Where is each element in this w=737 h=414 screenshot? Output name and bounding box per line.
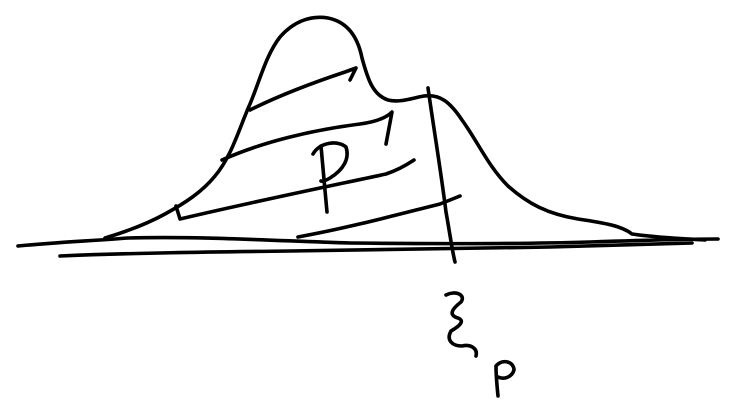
label-subscript-p [494, 359, 516, 398]
density-curve [103, 15, 707, 242]
baseline-upper-stroke [16, 235, 720, 248]
hatch-stroke-3 [174, 158, 416, 221]
label-p-bowl [311, 141, 349, 184]
shaded-region-label-text: p [330, 169, 331, 171]
hatch-stroke-2 [220, 110, 394, 162]
quantile-vertical-line [426, 86, 457, 264]
shaded-region-label: p [311, 141, 349, 214]
quantile-label: ξp [444, 291, 516, 398]
quantile-label-text: ξp [470, 338, 472, 341]
label-xi-glyph [444, 291, 479, 358]
hatch-stroke-4 [296, 194, 462, 239]
baseline-lower-stroke [58, 241, 694, 258]
hatch-stroke-1 [248, 66, 358, 112]
